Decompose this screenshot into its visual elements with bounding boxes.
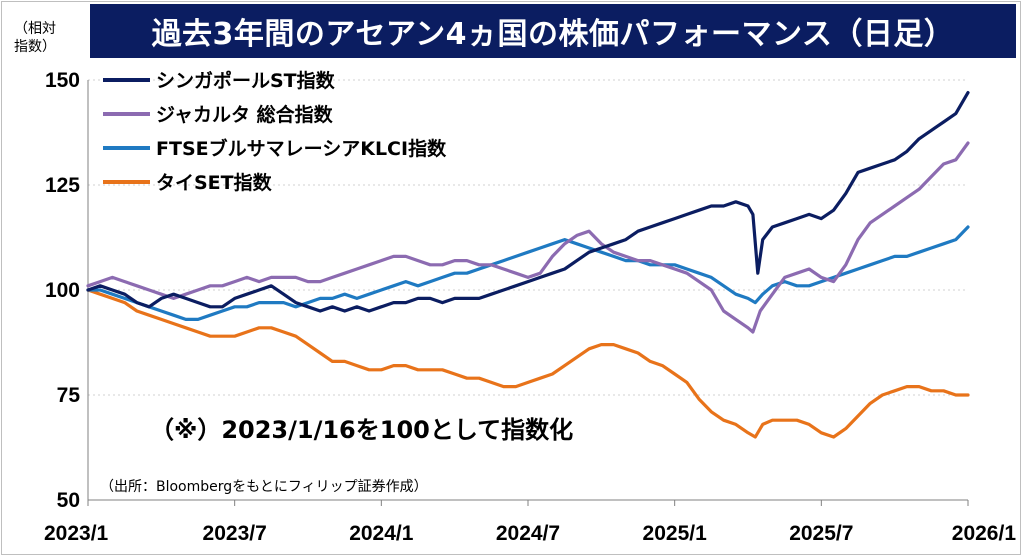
y-tick-label: 75 [57, 384, 81, 407]
x-tick-label: 2024/7 [496, 522, 560, 545]
series-lines [86, 91, 970, 439]
x-tick-labels: 2023/1 2023/7 2024/1 2024/7 2025/1 2025/7 2026… [44, 522, 1016, 545]
x-tick-label: 2026/1 [952, 522, 1017, 545]
y-tick-labels: 50 75 100 125 150 [45, 69, 80, 512]
y-tick-label: 125 [45, 174, 80, 197]
x-tick-label: 2023/7 [203, 522, 267, 545]
legend-label: タイSET指数 [156, 171, 273, 194]
series-line [86, 91, 970, 313]
chart-title-banner: 過去3年間のアセアン4ヵ国の株価パフォーマンス（日足） [90, 4, 1016, 58]
x-tick-label: 2025/7 [789, 522, 853, 545]
series-line [86, 141, 970, 334]
index-note: （※）2023/1/16を100として指数化 [150, 416, 573, 444]
legend-label: ジャカルタ 総合指数 [156, 103, 334, 126]
gridlines [88, 79, 968, 396]
legend-label: シンガポールST指数 [156, 69, 336, 92]
x-tick-label: 2023/1 [44, 522, 109, 545]
y-tick-label: 150 [45, 69, 80, 92]
x-tick-label: 2024/1 [349, 522, 414, 545]
source-note: （出所：Bloombergをもとにフィリップ証券作成） [100, 479, 428, 495]
y-axis-unit-label: （相対 指数） [14, 21, 56, 55]
y-tick-label: 100 [45, 279, 80, 302]
chart-title: 過去3年間のアセアン4ヵ国の株価パフォーマンス（日足） [151, 17, 955, 52]
y-tick-label: 50 [57, 489, 80, 512]
series-line [86, 288, 970, 439]
series-line [86, 225, 970, 321]
legend-label: FTSEブルサマレーシアKLCI指数 [156, 137, 447, 160]
x-tick-label: 2025/1 [643, 522, 708, 545]
